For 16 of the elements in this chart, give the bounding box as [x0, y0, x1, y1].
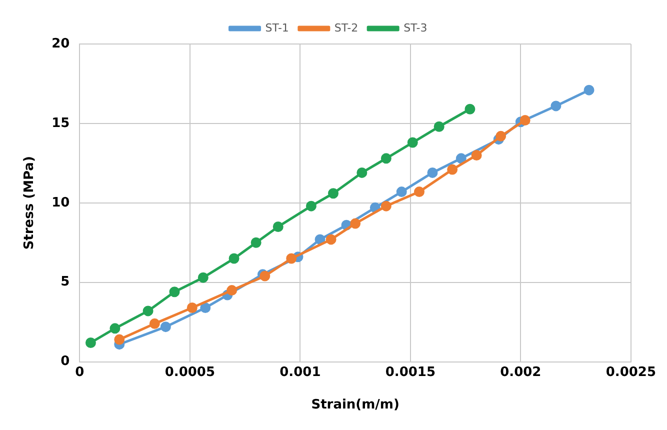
- x-tick-label: 0.001: [280, 364, 321, 380]
- x-tick-label: 0.0015: [385, 364, 436, 380]
- x-axis-title: Strain(m/m): [311, 398, 400, 413]
- y-tick-label: 10: [52, 195, 70, 210]
- x-tick-label: 0: [75, 364, 84, 380]
- x-tick-label: 0.0025: [606, 364, 656, 380]
- legend-label: ST-2: [334, 21, 358, 34]
- y-tick-label: 5: [60, 274, 70, 290]
- y-tick-label: 15: [52, 116, 70, 131]
- y-tick-label: 20: [52, 36, 70, 52]
- legend-label: ST-3: [404, 21, 428, 34]
- legend-label: ST-1: [265, 21, 289, 34]
- x-tick-label: 0.0005: [164, 364, 216, 380]
- x-tick-label: 0.002: [500, 364, 542, 380]
- y-axis-title: Stress (MPa): [22, 156, 38, 250]
- y-tick-label: 0: [60, 354, 70, 370]
